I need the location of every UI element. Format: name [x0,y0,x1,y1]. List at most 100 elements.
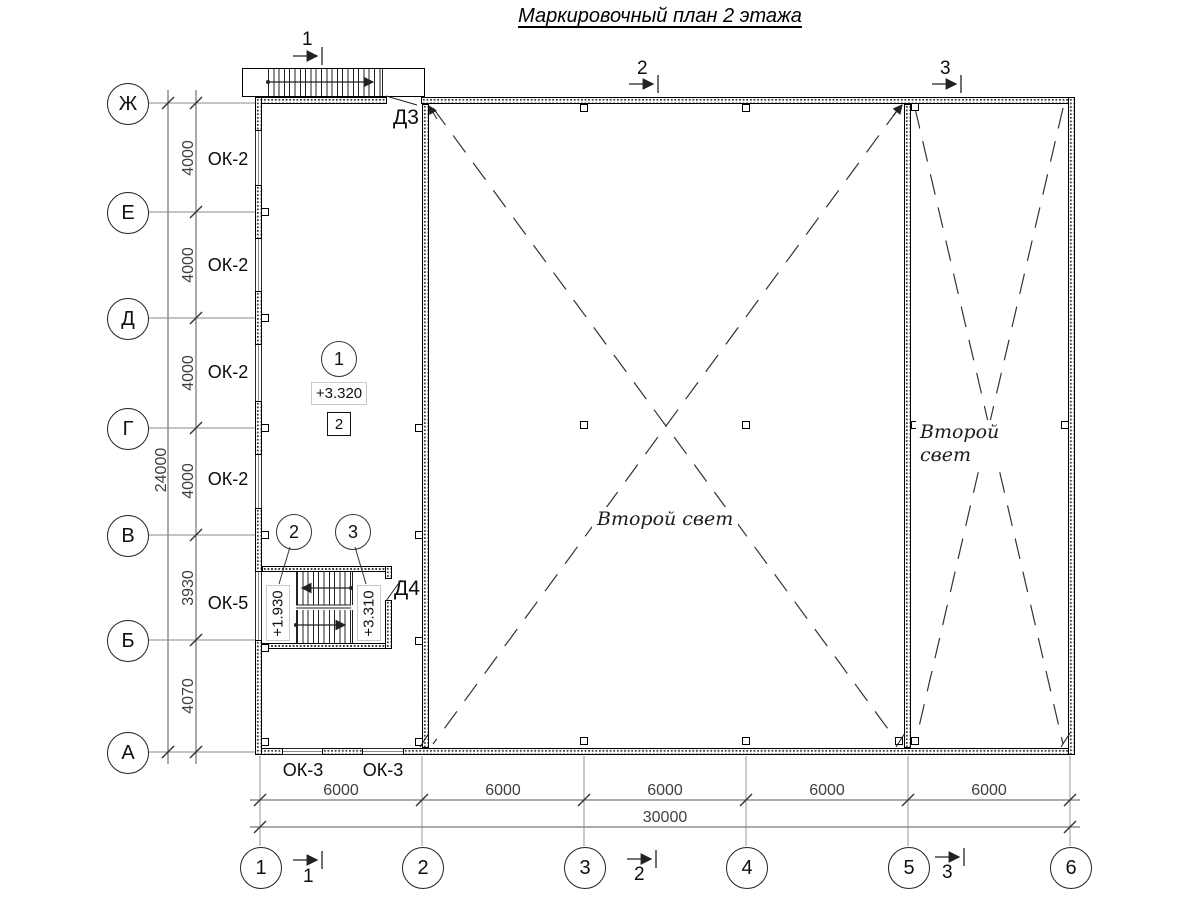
row-axis-b-label: Б [121,629,135,652]
section-1-bottom: 1 [303,866,314,887]
stair-landing-lines [296,604,351,609]
marker-node-2-label: 2 [288,521,299,542]
column-3a [580,737,588,745]
row-axis-g: Г [107,408,149,450]
col-axis-5-label: 5 [903,856,915,879]
stair-right-wall-lower [385,600,392,649]
column-1e [261,208,269,216]
dim-left-zh-e: 4000 [180,140,197,176]
door-d3-leaf [385,95,418,106]
col-axis-4: 4 [726,847,768,889]
stair-upper-flight-treads [296,572,353,605]
column-1d [261,314,269,322]
row-axis-d-label: Д [121,307,135,330]
dim-bottom-3-4: 6000 [647,782,683,799]
row-axis-g-label: Г [122,417,134,440]
label-ok2-3: ОК-2 [207,362,249,382]
door-swing-lines [385,95,438,602]
dim-left-b-a: 4070 [180,678,197,714]
second-light-right-line2: свет [920,444,971,466]
window-ok2-4 [255,455,262,508]
top-wall-left [255,97,387,104]
dim-bottom-5-6: 6000 [971,782,1007,799]
dim-bottom-4-5: 6000 [809,782,845,799]
row-axis-d: Д [107,298,149,340]
column-3g [580,421,588,429]
stair-right-wall-upper [385,566,392,579]
label-ok2-4: ОК-2 [207,469,249,489]
column-4a [742,737,750,745]
dim-bottom-1-2: 6000 [323,782,359,799]
level-floor: +3.320 [311,382,367,405]
column-4g [742,421,750,429]
page-title: Маркировочный план 2 этажа [518,5,802,27]
col-axis-3-label: 3 [579,856,591,879]
window-ok3-2 [363,748,403,755]
column-1a [261,738,269,746]
second-light-main: Второй свет [592,507,739,531]
row-axis-b: Б [107,620,149,662]
column-2a [415,738,423,746]
dim-bottom-total: 30000 [642,809,688,826]
marker-node-2: 2 [276,514,312,550]
external-stair-treads [268,69,383,96]
column-1v [261,531,269,539]
window-ok5 [255,572,262,640]
bottom-wall-seg2 [322,748,363,755]
dim-left-e-d: 4000 [180,247,197,283]
second-light-right-line1: Второй [920,421,1000,443]
col-axis-5: 5 [888,847,930,889]
column-5zh [911,103,919,111]
window-ok2-3 [255,345,262,401]
dim-bottom-2-3: 6000 [485,782,521,799]
marker-boxed-2: 2 [327,412,351,436]
top-wall-right [421,97,1075,104]
window-ok3-1 [283,748,322,755]
section-1-top: 1 [302,29,313,50]
marker-node-3-label: 3 [347,521,358,542]
section-3-top: 3 [940,58,951,79]
axis2-wall [422,104,429,748]
axis5-wall [904,104,911,748]
col-axis-6-label: 6 [1065,856,1077,879]
level-stair-top: +3.310 [357,585,381,641]
second-light-right: Второй свет [916,420,1004,468]
label-ok2-1: ОК-2 [207,149,249,169]
row-axis-e: Е [107,192,149,234]
col-axis-1: 1 [240,847,282,889]
row-axis-e-label: Е [121,201,135,224]
label-door-d4: Д4 [394,577,420,600]
column-2b [415,637,423,645]
row-axis-leader-lines [149,102,255,753]
level-stair-mid: +1.930 [266,585,290,641]
row-axis-zh-label: Ж [118,92,138,115]
col-axis-4-label: 4 [741,856,753,879]
marker-node-3: 3 [335,514,371,550]
row-axis-zh: Ж [107,83,149,125]
window-ok2-2 [255,239,262,291]
column-2v [415,531,423,539]
stair-enclosure-bottom-wall [262,643,392,649]
section-2-top: 2 [637,58,648,79]
bottom-wall-seg3 [403,748,1075,755]
level-floor-value: +3.320 [315,385,363,402]
dim-left-v-b: 3930 [180,570,197,606]
label-ok3-1: ОК-3 [282,760,324,780]
dim-left-total: 24000 [153,447,170,493]
left-dimension-lines [149,90,255,764]
window-ok2-1 [255,131,262,185]
col-axis-2-label: 2 [417,856,429,879]
row-axis-a: А [107,732,149,774]
label-door-d3: Д3 [393,106,419,129]
dim-left-d-g: 4000 [180,355,197,391]
section-cut-arrows [293,47,965,869]
right-wall [1068,97,1075,755]
column-1b [261,644,269,652]
marker-node-1-label: 1 [333,348,344,369]
col-axis-1-label: 1 [255,856,267,879]
left-dimension-ticks [161,96,203,759]
door-d3-arrow [428,105,438,120]
section-3-bottom: 3 [942,862,953,883]
left-wall-pier-zh [255,97,262,131]
